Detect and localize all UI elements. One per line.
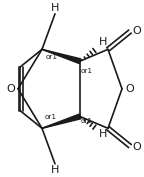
Polygon shape [42,49,81,64]
Text: H: H [99,37,107,47]
Text: O: O [132,142,141,152]
Text: O: O [132,26,141,36]
Text: or1: or1 [45,114,57,120]
Text: H: H [99,129,107,139]
Text: H: H [51,3,59,13]
Text: or1: or1 [81,118,93,124]
Text: O: O [125,84,134,94]
Text: O: O [6,84,15,94]
Text: H: H [51,165,59,175]
Text: or1: or1 [81,68,93,74]
Text: or1: or1 [46,54,58,60]
Polygon shape [42,114,81,128]
